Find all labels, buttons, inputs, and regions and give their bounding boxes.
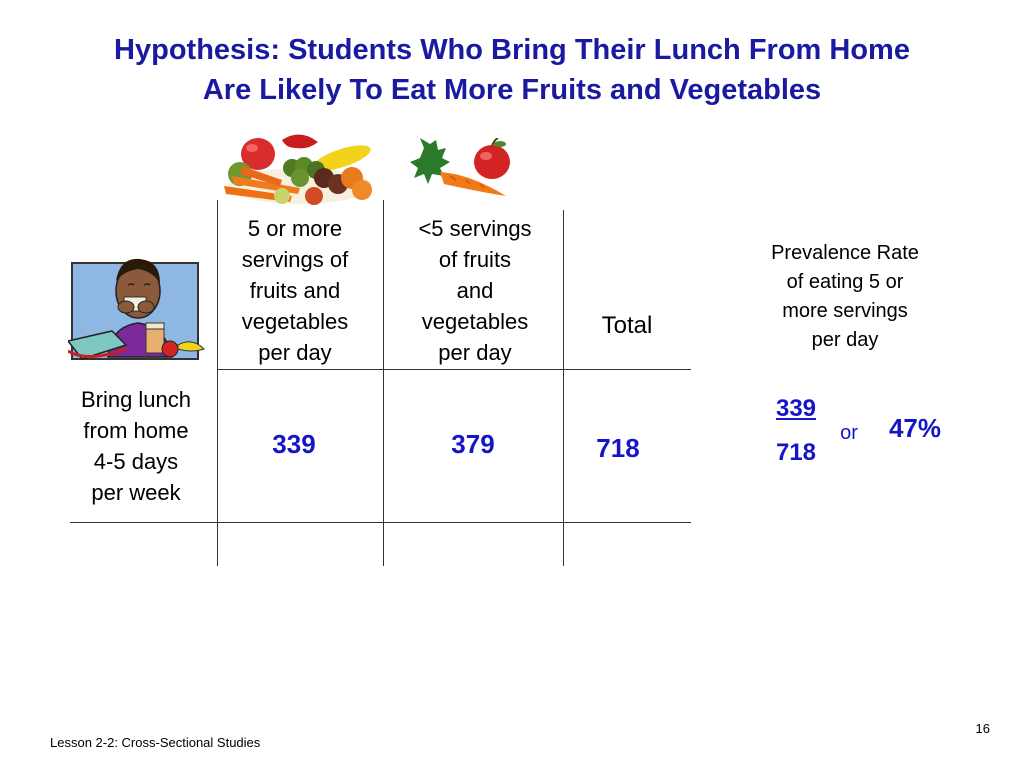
row-label-bring-lunch: Bring lunch from home 4-5 days per week (62, 384, 210, 508)
value-total: 718 (596, 433, 640, 463)
column-header-less-than-5: <5 servings of fruits and vegetables per… (400, 213, 550, 368)
column-header-5-or-more: 5 or more servings of fruits and vegetab… (222, 213, 368, 368)
row-label-line: from home (83, 418, 189, 443)
prevalence-label-line: per day (811, 329, 879, 351)
header-line: servings of (241, 247, 349, 272)
header-line: <5 servings (418, 216, 532, 241)
header-line: per day (258, 340, 332, 365)
row-label-line: Bring lunch (80, 387, 192, 412)
student-eating-lunch-image (68, 258, 205, 360)
header-line: and (456, 278, 494, 303)
prevalence-label-line: Prevalence Rate (771, 242, 919, 264)
column-header-total: Total (601, 312, 653, 339)
table-vertical-line-1 (217, 200, 218, 566)
row-label-line: 4-5 days (93, 449, 179, 474)
page-number: 16 (975, 721, 990, 736)
header-line: of fruits (438, 247, 512, 272)
header-line: 5 or more (247, 216, 343, 241)
table-vertical-line-3 (563, 210, 564, 566)
footer-lesson-label: Lesson 2-2: Cross-Sectional Studies (50, 735, 261, 750)
prevalence-label-line: more servings (782, 300, 908, 322)
prevalence-percent: 47% (888, 413, 942, 443)
slide-title-line-2: Are Likely To Eat More Fruits and Vegeta… (202, 74, 822, 106)
prevalence-numerator: 339 (775, 395, 817, 422)
slide-title-line-1: Hypothesis: Students Who Bring Their Lun… (114, 34, 910, 66)
prevalence-rate-label: Prevalence Rate of eating 5 or more serv… (735, 239, 955, 355)
carrot-and-apple-image (410, 138, 510, 196)
prevalence-denominator: 718 (775, 439, 817, 466)
fruit-and-vegetable-pile-image (224, 134, 372, 205)
prevalence-or-text: or (840, 422, 858, 444)
row-label-line: per week (91, 480, 181, 505)
value-5-or-more: 339 (272, 429, 316, 459)
value-less-than-5: 379 (451, 429, 495, 459)
header-line: vegetables (241, 309, 349, 334)
header-line: per day (438, 340, 512, 365)
prevalence-label-line: of eating 5 or (786, 271, 904, 293)
table-vertical-line-2 (383, 200, 384, 566)
slide-title: Hypothesis: Students Who Bring Their Lun… (0, 30, 1024, 110)
table-horizontal-line-1 (217, 369, 691, 370)
header-line: fruits and (249, 278, 341, 303)
header-line: vegetables (421, 309, 529, 334)
table-horizontal-line-2 (70, 522, 691, 523)
